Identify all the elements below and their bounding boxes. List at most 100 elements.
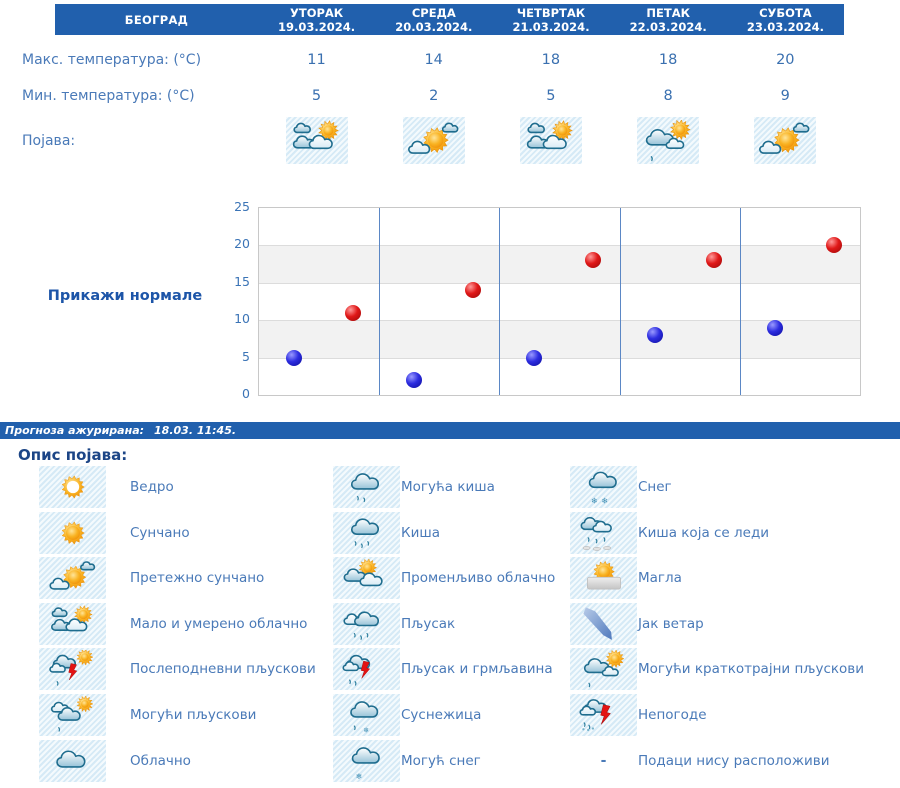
legend-item-label: Послеподневни пљускови [130,661,316,678]
status-label: Прогноза ажурирана: [5,424,145,437]
nepogode-icon [570,694,637,736]
legend-item-label: Мало и умерено облачно [130,615,308,632]
day-date: 19.03.2024. [278,19,356,34]
malo-i-umereno-oblacno-icon [285,117,348,164]
legend-item-label: Претежно сунчано [130,570,265,587]
y-axis-tick: 5 [242,348,250,364]
svg-text:❄: ❄ [355,772,362,780]
max-temp-value: 18 [658,52,678,68]
min-temp-dot [286,349,302,366]
min-temp-dot [406,372,423,389]
moguci-kratkotrajni-pljuskovi-icon [570,648,637,691]
min-temp-value: 8 [663,88,673,104]
temperature-chart [258,207,861,396]
max-temp-value: 20 [776,52,795,68]
day-date: 20.03.2024. [395,19,473,34]
vedro-icon [39,466,106,508]
legend-item-label: Сунчано [130,524,190,541]
day-name: СУБОТА [759,5,812,20]
poslepodnevni-pljuskovi-icon [39,648,106,691]
y-axis-tick: 25 [234,199,250,214]
svg-text:❄: ❄ [363,725,369,734]
pretezno-suncano-icon [402,117,465,164]
magla-icon [570,557,637,600]
legend-item-label: Пљусак и грмљавина [401,661,553,678]
legend-item-label: Киша [401,524,440,541]
min-temp-value: 2 [429,88,439,104]
suncano-icon [39,511,106,554]
moguc-sneg-icon: ❄ [333,739,400,782]
day-header: ЧЕТВРТАК 21.03.2024. [492,4,609,35]
legend-item-label: Снег [638,479,672,495]
legend-item-label: Облачно [130,752,191,769]
moguci-pljuskovi-icon [39,694,106,736]
max-temp-label: Макс. температура: (°C) [22,52,202,68]
legend-title: Опис појава: [18,446,128,464]
day-separator [379,208,381,395]
forecast-header: БЕОГРАД УТОРАК 19.03.2024. СРЕДА 20.03.2024… [55,4,844,35]
kisa-koja-se-ledi-icon [570,511,637,554]
pretezno-suncano-icon [754,117,817,164]
no-data-dash: - [600,752,607,769]
day-header: УТОРАК 19.03.2024. [258,4,375,35]
y-axis-tick: 15 [234,273,250,289]
day-date: 23.03.2024. [746,19,824,34]
day-header: СУБОТА 23.03.2024. [727,4,844,35]
chart-gridline [259,282,860,284]
day-date: 21.03.2024. [512,19,590,34]
legend-item-label: Јак ветар [638,615,704,632]
legend-item-label: Ведро [130,479,174,495]
jak-vetar-icon [570,602,637,645]
max-temp-dot [345,304,361,321]
pretezno-suncano-icon [39,557,106,600]
day-header: СРЕДА 20.03.2024. [375,4,492,35]
chart-gridline [259,245,860,247]
max-temp-dot [465,282,482,299]
chart-band [259,320,860,358]
min-temp-value: 5 [546,88,556,104]
min-temp-dot [766,319,783,336]
day-headers: УТОРАК 19.03.2024. СРЕДА 20.03.2024. ЧЕТВРТА… [258,4,844,35]
legend-item-label: Могући краткотрајни пљускови [638,661,865,678]
day-name: ПЕТАК [646,5,691,20]
svg-text:❄: ❄ [601,497,608,506]
moguci-kratkotrajni-pljuskovi-icon [637,117,700,164]
max-temp-value: 14 [424,52,443,68]
min-temp-value: 5 [311,88,322,104]
malo-i-umereno-oblacno-icon [520,117,582,164]
susnezica-icon: ❄ [333,694,400,736]
phenomenon-label: Појава: [22,133,76,149]
day-name: ЧЕТВРТАК [516,5,586,20]
status-value: 18.03. 11:45. [154,424,237,437]
legend-item-label: Суснежица [401,707,482,723]
show-normals-link[interactable]: Прикажи нормале [47,288,203,304]
forecast-updated-bar: Прогноза ажурирана: 18.03. 11:45. [0,422,900,439]
day-header: ПЕТАК 22.03.2024. [610,4,727,35]
chart-gridline [259,357,860,359]
chart-band [259,245,860,283]
y-axis-tick: 0 [242,386,250,401]
malo-i-umereno-oblacno-icon [39,602,106,645]
day-separator [499,208,501,395]
day-separator [739,208,741,395]
chart-gridline [259,320,860,322]
kisa-icon [333,511,400,554]
svg-text:❄: ❄ [591,497,598,506]
min-temp-value: 9 [780,88,790,104]
legend-item-label: Могући пљускови [130,707,257,723]
min-temp-label: Мин. температура: (°C) [22,88,195,104]
max-temp-dot [585,252,602,269]
pljusak-icon [333,602,400,645]
y-axis-tick: 10 [234,311,250,327]
pljusak-i-grmljavina-icon [333,648,400,691]
max-temp-dot [825,237,842,254]
legend-item-label: Могућ снег [401,752,481,769]
legend-item-label: Подаци нису расположиви [638,752,830,769]
legend-item-label: Непогоде [638,707,707,723]
max-temp-dot [705,252,722,269]
legend-item-label: Променљиво облачно [401,570,556,587]
legend-item-label: Пљусак [401,615,456,632]
min-temp-dot [646,327,663,344]
day-date: 22.03.2024. [629,19,707,34]
